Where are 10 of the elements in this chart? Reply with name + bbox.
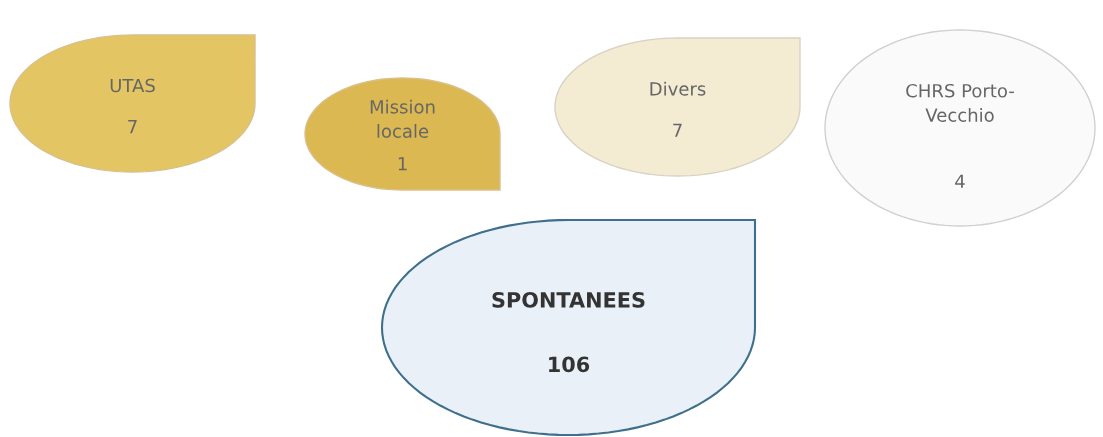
category-label: UTAS <box>110 78 155 93</box>
category-label: CHRS Porto- Vecchio <box>906 83 1014 122</box>
data-label: 7 <box>673 123 682 137</box>
data-label: 7 <box>128 119 137 134</box>
data-label: 1 <box>398 157 407 171</box>
data-label: 106 <box>549 356 590 373</box>
category-label: SPONTANEES <box>492 291 645 308</box>
data-label: 4 <box>955 174 965 188</box>
category-label: Mission locale <box>370 99 435 138</box>
category-label: Divers <box>650 81 706 96</box>
